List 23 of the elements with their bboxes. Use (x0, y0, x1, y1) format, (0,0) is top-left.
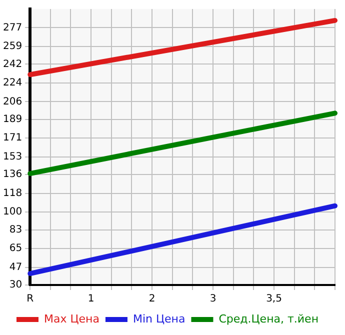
y-tick-label: 171 (2, 132, 22, 144)
y-tick-label: 65 (9, 243, 22, 254)
legend-label: Max Цена (44, 312, 100, 326)
y-tick-label: 30 (9, 280, 22, 291)
x-tick-label: 3,5 (266, 294, 282, 305)
x-tick-label: 3 (210, 294, 216, 305)
y-tick-label: 100 (2, 206, 22, 218)
y-tick-label: 206 (2, 96, 22, 108)
y-tick-label: 83 (9, 224, 22, 236)
legend-label: Сред.Цена, т.йен (218, 312, 319, 326)
y-tick-label: 277 (2, 22, 22, 34)
x-tick-label: 1 (88, 294, 94, 305)
x-tick-label: R (26, 294, 34, 305)
y-tick-label: 259 (2, 41, 22, 52)
y-tick-label: 224 (2, 78, 22, 89)
x-tick-label: 2 (148, 294, 156, 305)
y-tick-label: 118 (2, 188, 22, 199)
y-tick-label: 242 (2, 58, 22, 70)
legend-label: Min Цена (132, 312, 186, 326)
y-tick-label: 189 (2, 114, 22, 125)
y-tick-label: 136 (2, 169, 22, 180)
y-tick-label: 153 (2, 151, 22, 162)
y-tick-label: 47 (9, 262, 22, 273)
